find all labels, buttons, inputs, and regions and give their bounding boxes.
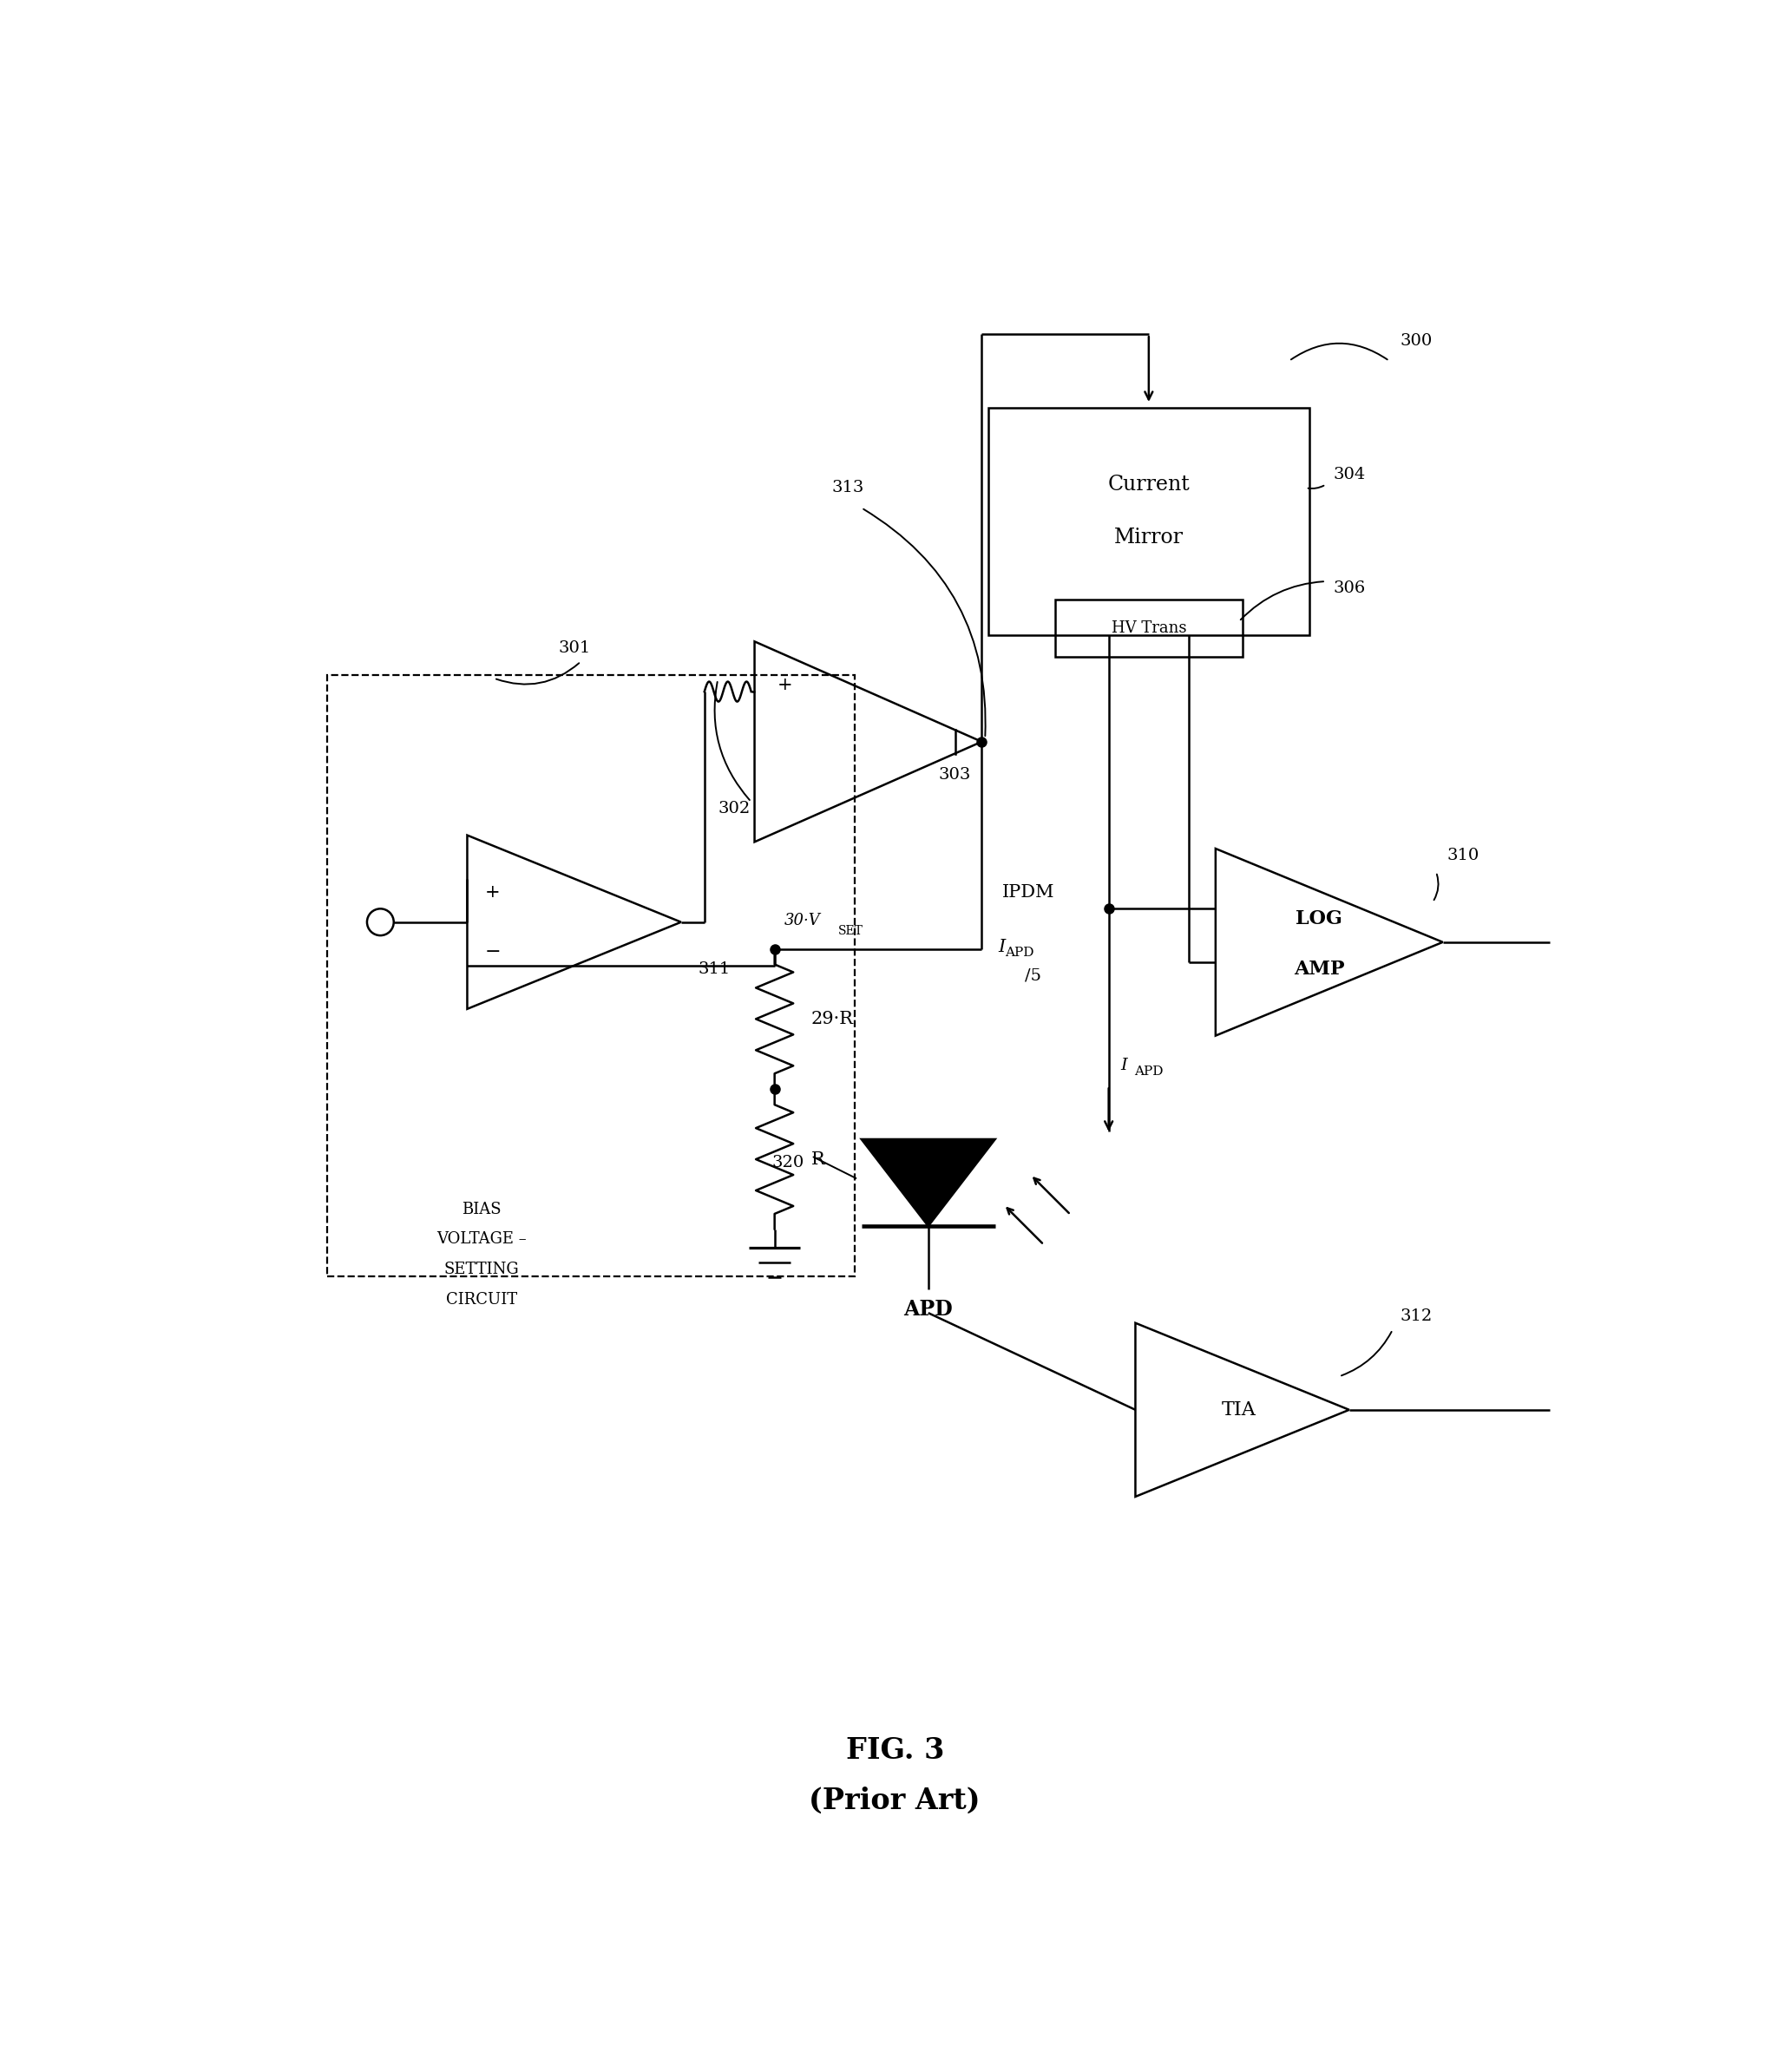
Text: CIRCUIT: CIRCUIT [446, 1291, 517, 1307]
Text: VOLTAGE –: VOLTAGE – [437, 1231, 526, 1247]
Text: I: I [997, 939, 1005, 955]
Text: TIA: TIA [1221, 1401, 1257, 1419]
Text: FIG. 3: FIG. 3 [846, 1736, 944, 1765]
Bar [989, 408, 1309, 634]
Text: 310: 310 [1447, 847, 1479, 864]
Text: /5: /5 [1026, 968, 1042, 982]
Text: 302: 302 [718, 800, 750, 816]
Text: +: + [485, 885, 500, 899]
Text: +: + [777, 678, 793, 694]
Text: (Prior Art): (Prior Art) [809, 1786, 980, 1815]
Text: IPDM: IPDM [1003, 885, 1054, 899]
Text: SETTING: SETTING [444, 1262, 519, 1276]
Text: 312: 312 [1399, 1307, 1433, 1324]
Text: 313: 313 [832, 481, 864, 495]
Text: APD: APD [903, 1299, 953, 1320]
Bar [1054, 599, 1243, 657]
Text: APD: APD [1005, 947, 1035, 959]
Text: 303: 303 [939, 767, 971, 783]
Text: 320: 320 [772, 1154, 804, 1171]
Polygon shape [862, 1140, 996, 1227]
Text: 306: 306 [1334, 580, 1366, 597]
Text: SET: SET [837, 924, 862, 937]
Text: Mirror: Mirror [1115, 528, 1184, 547]
Text: 30·V: 30·V [784, 914, 821, 928]
Text: −: − [485, 943, 501, 961]
Text: APD: APD [1134, 1065, 1163, 1077]
Text: HV Trans: HV Trans [1111, 620, 1186, 636]
Text: I: I [1120, 1059, 1127, 1073]
Text: AMP: AMP [1294, 959, 1344, 978]
Text: LOG: LOG [1296, 910, 1342, 928]
Text: R: R [811, 1152, 825, 1167]
Text: 311: 311 [699, 961, 731, 976]
Text: BIAS: BIAS [462, 1202, 501, 1216]
Text: 300: 300 [1399, 334, 1433, 348]
Bar [327, 675, 855, 1276]
Text: 29·R: 29·R [811, 1011, 853, 1028]
Text: 301: 301 [558, 640, 590, 657]
Text: Current: Current [1108, 474, 1189, 495]
Text: 304: 304 [1334, 466, 1366, 483]
